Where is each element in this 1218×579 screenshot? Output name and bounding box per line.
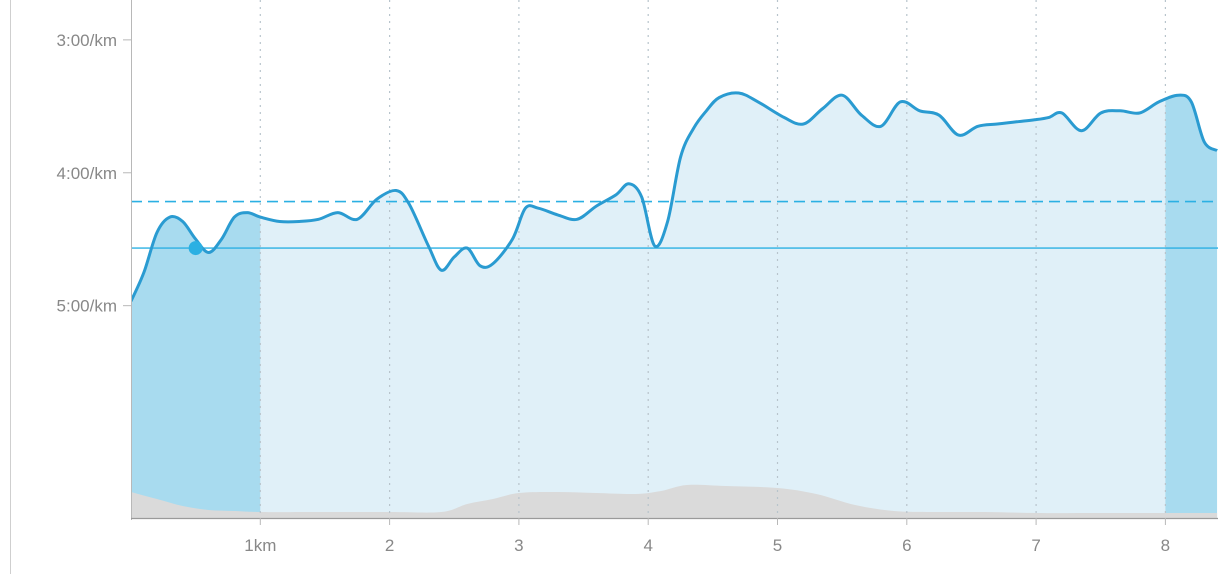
y-tick-label-0: 3:00/km [57, 31, 117, 50]
x-tick-label-7: 8 [1161, 536, 1170, 555]
elevation-area [131, 484, 1218, 518]
y-tick-label-1: 4:00/km [57, 164, 117, 183]
x-tick-label-3: 4 [643, 536, 652, 555]
pace-line [131, 91, 1218, 302]
x-tick-label-2: 3 [514, 536, 523, 555]
x-tick-label-6: 7 [1031, 536, 1040, 555]
pace-area-fill [131, 92, 1218, 518]
x-tick-label-0: 1km [244, 536, 276, 555]
x-tick-label-5: 6 [902, 536, 911, 555]
x-tick-label-4: 5 [773, 536, 782, 555]
y-tick-label-2: 5:00/km [57, 297, 117, 316]
x-tick-label-1: 2 [385, 536, 394, 555]
current-position-marker[interactable] [188, 241, 203, 256]
